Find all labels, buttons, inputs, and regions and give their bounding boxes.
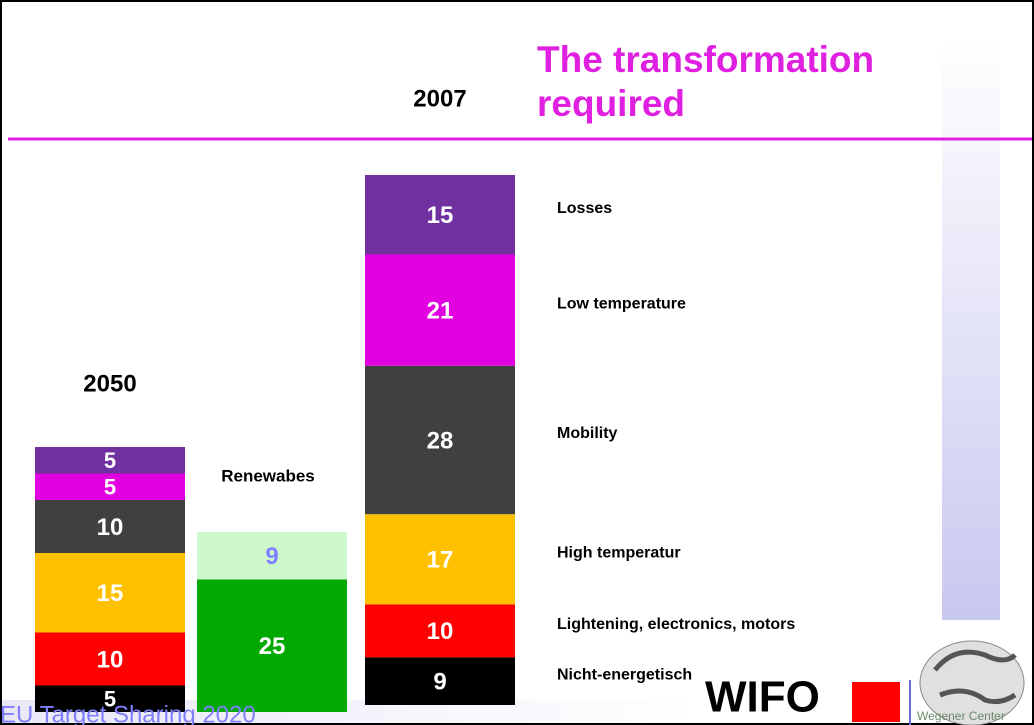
block	[35, 632, 185, 686]
renewables-label: Renewabes	[221, 466, 315, 485]
block	[365, 365, 515, 515]
block	[197, 531, 347, 580]
block-label: 9	[265, 543, 278, 570]
logo-wifo: WIFO	[705, 673, 820, 722]
category-label: High temperatur	[557, 544, 681, 561]
logo-wegener: Wegener Center	[917, 709, 1005, 723]
block-label: 15	[97, 580, 124, 607]
block-label: 10	[97, 514, 124, 541]
category-label: Nicht-energetisch	[557, 666, 692, 683]
block	[35, 685, 185, 712]
block-label: 15	[427, 202, 454, 229]
category-label: Losses	[557, 200, 612, 217]
block-label: 10	[427, 618, 454, 645]
block	[35, 500, 185, 553]
block	[365, 514, 515, 605]
block-label: 21	[427, 297, 454, 324]
block	[365, 254, 515, 366]
block	[197, 579, 347, 712]
footer-text: EU Target Sharing 2020	[0, 701, 256, 725]
sidebar	[942, 40, 1000, 620]
block-label: 17	[427, 547, 454, 574]
block	[365, 604, 515, 658]
block	[365, 175, 515, 255]
logo-globe-lines	[933, 649, 1017, 705]
block	[35, 473, 185, 500]
block-label: 28	[427, 427, 454, 454]
block-label: 25	[259, 633, 286, 660]
category-label: Low temperature	[557, 295, 686, 312]
series-label: 2050	[83, 370, 136, 397]
category-label: Lightening, electronics, motors	[557, 616, 795, 633]
block-label: 5	[104, 448, 116, 473]
slide-title: The transformation required	[537, 39, 875, 124]
logo-bg	[700, 676, 845, 722]
block-label: 9	[433, 668, 446, 695]
block	[365, 657, 515, 705]
block	[35, 447, 185, 474]
block-label: 5	[104, 687, 116, 712]
block-label: 10	[97, 646, 124, 673]
logo-square	[852, 682, 900, 722]
category-label: Mobility	[557, 425, 618, 442]
block-label: 5	[104, 475, 116, 500]
series-label: 2007	[413, 85, 466, 112]
block	[35, 553, 185, 633]
